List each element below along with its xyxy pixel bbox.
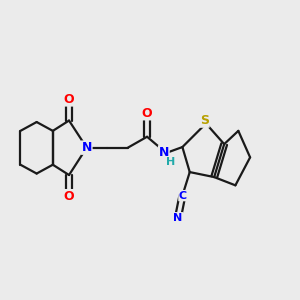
Text: S: S: [200, 114, 209, 127]
Text: C: C: [179, 190, 187, 201]
Text: H: H: [166, 157, 175, 167]
Text: O: O: [64, 93, 74, 106]
Text: N: N: [173, 213, 183, 223]
Text: N: N: [159, 146, 169, 159]
Text: N: N: [82, 141, 92, 154]
Text: O: O: [64, 190, 74, 203]
Text: O: O: [142, 107, 152, 120]
